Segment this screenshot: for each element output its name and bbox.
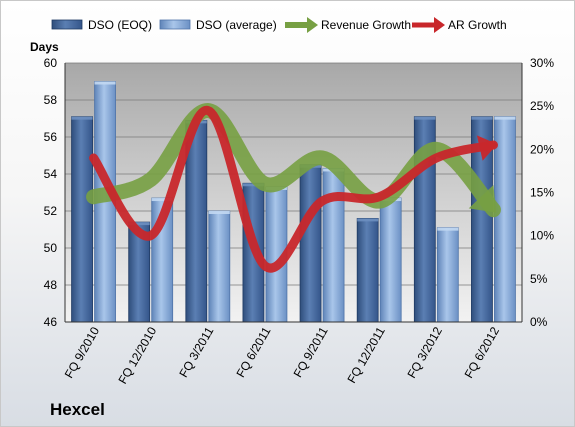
bar-dso-average	[208, 210, 231, 323]
bar-cap	[71, 116, 93, 120]
ar-growth-arrowhead	[476, 135, 498, 161]
y2-tick-label: 0%	[530, 315, 548, 329]
y-tick-label: 46	[44, 315, 58, 329]
x-tick-label: FQ 6/2012	[462, 324, 503, 380]
y-tick-label: 54	[44, 167, 58, 181]
revenue-growth-arrowhead	[468, 185, 497, 213]
y-axis-title: Days	[30, 40, 59, 54]
bar-dso-eoq	[71, 116, 93, 323]
x-tick-label: FQ 9/2011	[291, 324, 331, 380]
bar-dso-average	[494, 116, 516, 323]
y-tick-label: 50	[44, 241, 58, 255]
y-tick-label: 58	[44, 93, 58, 107]
y-tick-label: 60	[44, 56, 58, 70]
bar-layer	[71, 81, 516, 323]
bar-dso-average	[379, 197, 402, 323]
x-tick-label: FQ 9/2010	[62, 324, 103, 380]
legend-label: AR Growth	[448, 18, 507, 32]
bar-dso-eoq	[356, 217, 379, 323]
legend-label: Revenue Growth	[321, 18, 411, 32]
legend-arrow-icon	[307, 17, 318, 33]
y2-tick-label: 5%	[530, 272, 548, 286]
bar-cap	[357, 218, 379, 222]
x-tick-label: FQ 12/2010	[115, 324, 159, 386]
x-tick-label: FQ 6/2011	[234, 324, 274, 380]
company-label: Hexcel	[50, 400, 105, 419]
ar-growth-line	[89, 105, 498, 273]
legend-label: DSO (average)	[196, 18, 277, 32]
bar-dso-eoq	[299, 164, 322, 323]
legend-swatch	[51, 19, 83, 30]
bar-cap	[208, 211, 230, 214]
y2-tick-label: 15%	[530, 186, 554, 200]
y2-tick-label: 10%	[530, 229, 554, 243]
bar-cap	[128, 222, 150, 226]
bar-cap	[94, 81, 116, 85]
x-tick-label: FQ 3/2011	[176, 324, 216, 380]
legend-swatch	[159, 19, 191, 30]
x-tick-label: FQ 12/2011	[344, 324, 388, 385]
growth-lines	[86, 102, 501, 273]
y-tick-label: 56	[44, 130, 58, 144]
x-tick-label: FQ 3/2012	[404, 324, 445, 380]
legend-label: DSO (EOQ)	[88, 18, 152, 32]
y2-tick-label: 30%	[530, 56, 554, 70]
bar-dso-average	[322, 168, 345, 323]
bar-dso-average	[436, 227, 459, 323]
y-tick-label: 52	[44, 204, 58, 218]
bar-cap	[151, 198, 173, 202]
y2-tick-label: 25%	[530, 99, 554, 113]
y2-tick-label: 20%	[530, 142, 554, 156]
bar-cap	[242, 183, 264, 187]
y-tick-label: 48	[44, 278, 58, 292]
bar-cap	[471, 116, 493, 120]
legend-arrow-icon	[434, 17, 445, 33]
bar-cap	[414, 116, 436, 120]
revenue-growth-line	[86, 102, 501, 218]
bar-cap	[494, 116, 516, 120]
legend: DSO (EOQ) DSO (average) Revenue Growth AR G…	[51, 17, 507, 33]
bar-cap	[437, 227, 459, 231]
